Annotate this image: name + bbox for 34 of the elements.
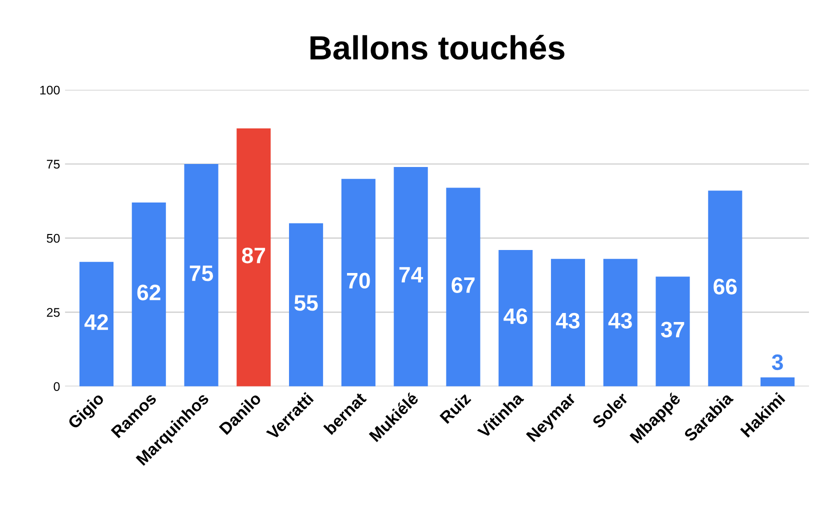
- data-label: 43: [556, 312, 580, 329]
- data-label: 70: [347, 272, 370, 289]
- bar: [289, 223, 324, 386]
- data-label: 74: [399, 267, 424, 282]
- bar: [236, 128, 271, 386]
- data-label: 62: [137, 284, 160, 300]
- bar: [184, 164, 218, 386]
- data-label: 66: [714, 278, 737, 294]
- bar: [394, 166, 428, 386]
- bar: [656, 276, 690, 386]
- bar: [498, 250, 533, 386]
- bar: [760, 377, 795, 386]
- data-label: 75: [190, 266, 214, 282]
- data-label: 43: [608, 312, 632, 329]
- data-label: 87: [242, 248, 266, 264]
- bar: [341, 178, 376, 386]
- y-tick-label: 75: [46, 160, 60, 169]
- data-label: 37: [660, 322, 684, 338]
- bar: [446, 188, 480, 386]
- data-label: 67: [452, 277, 475, 293]
- bar: [603, 258, 638, 386]
- y-tick-label: 50: [46, 234, 60, 243]
- bar: [550, 258, 586, 386]
- chart-title: Ballons touchés: [310, 34, 564, 60]
- y-tick-label: 0: [54, 382, 60, 391]
- data-label: 3: [772, 354, 783, 370]
- data-label: 42: [84, 314, 108, 330]
- y-tick-label: 25: [46, 308, 60, 317]
- bar: [708, 190, 742, 386]
- data-label: 55: [294, 295, 318, 311]
- data-label: 46: [504, 308, 528, 324]
- bar: [132, 202, 166, 386]
- y-tick-label: 100: [40, 86, 60, 95]
- bar: [79, 262, 114, 386]
